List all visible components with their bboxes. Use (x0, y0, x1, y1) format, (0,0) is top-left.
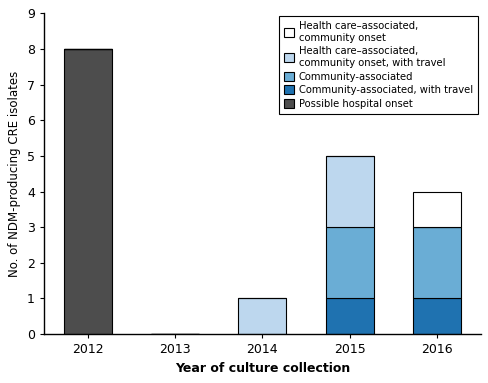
X-axis label: Year of culture collection: Year of culture collection (174, 362, 349, 375)
Y-axis label: No. of NDM-producing CRE isolates: No. of NDM-producing CRE isolates (8, 70, 21, 277)
Bar (412, 192, 460, 227)
Bar (325, 156, 373, 227)
Bar (412, 298, 460, 334)
Bar (63, 49, 112, 334)
Bar (238, 298, 285, 334)
Bar (412, 227, 460, 298)
Bar (325, 298, 373, 334)
Legend: Health care–associated,
community onset, Health care–associated,
community onset: Health care–associated, community onset,… (278, 16, 477, 113)
Bar (325, 227, 373, 298)
